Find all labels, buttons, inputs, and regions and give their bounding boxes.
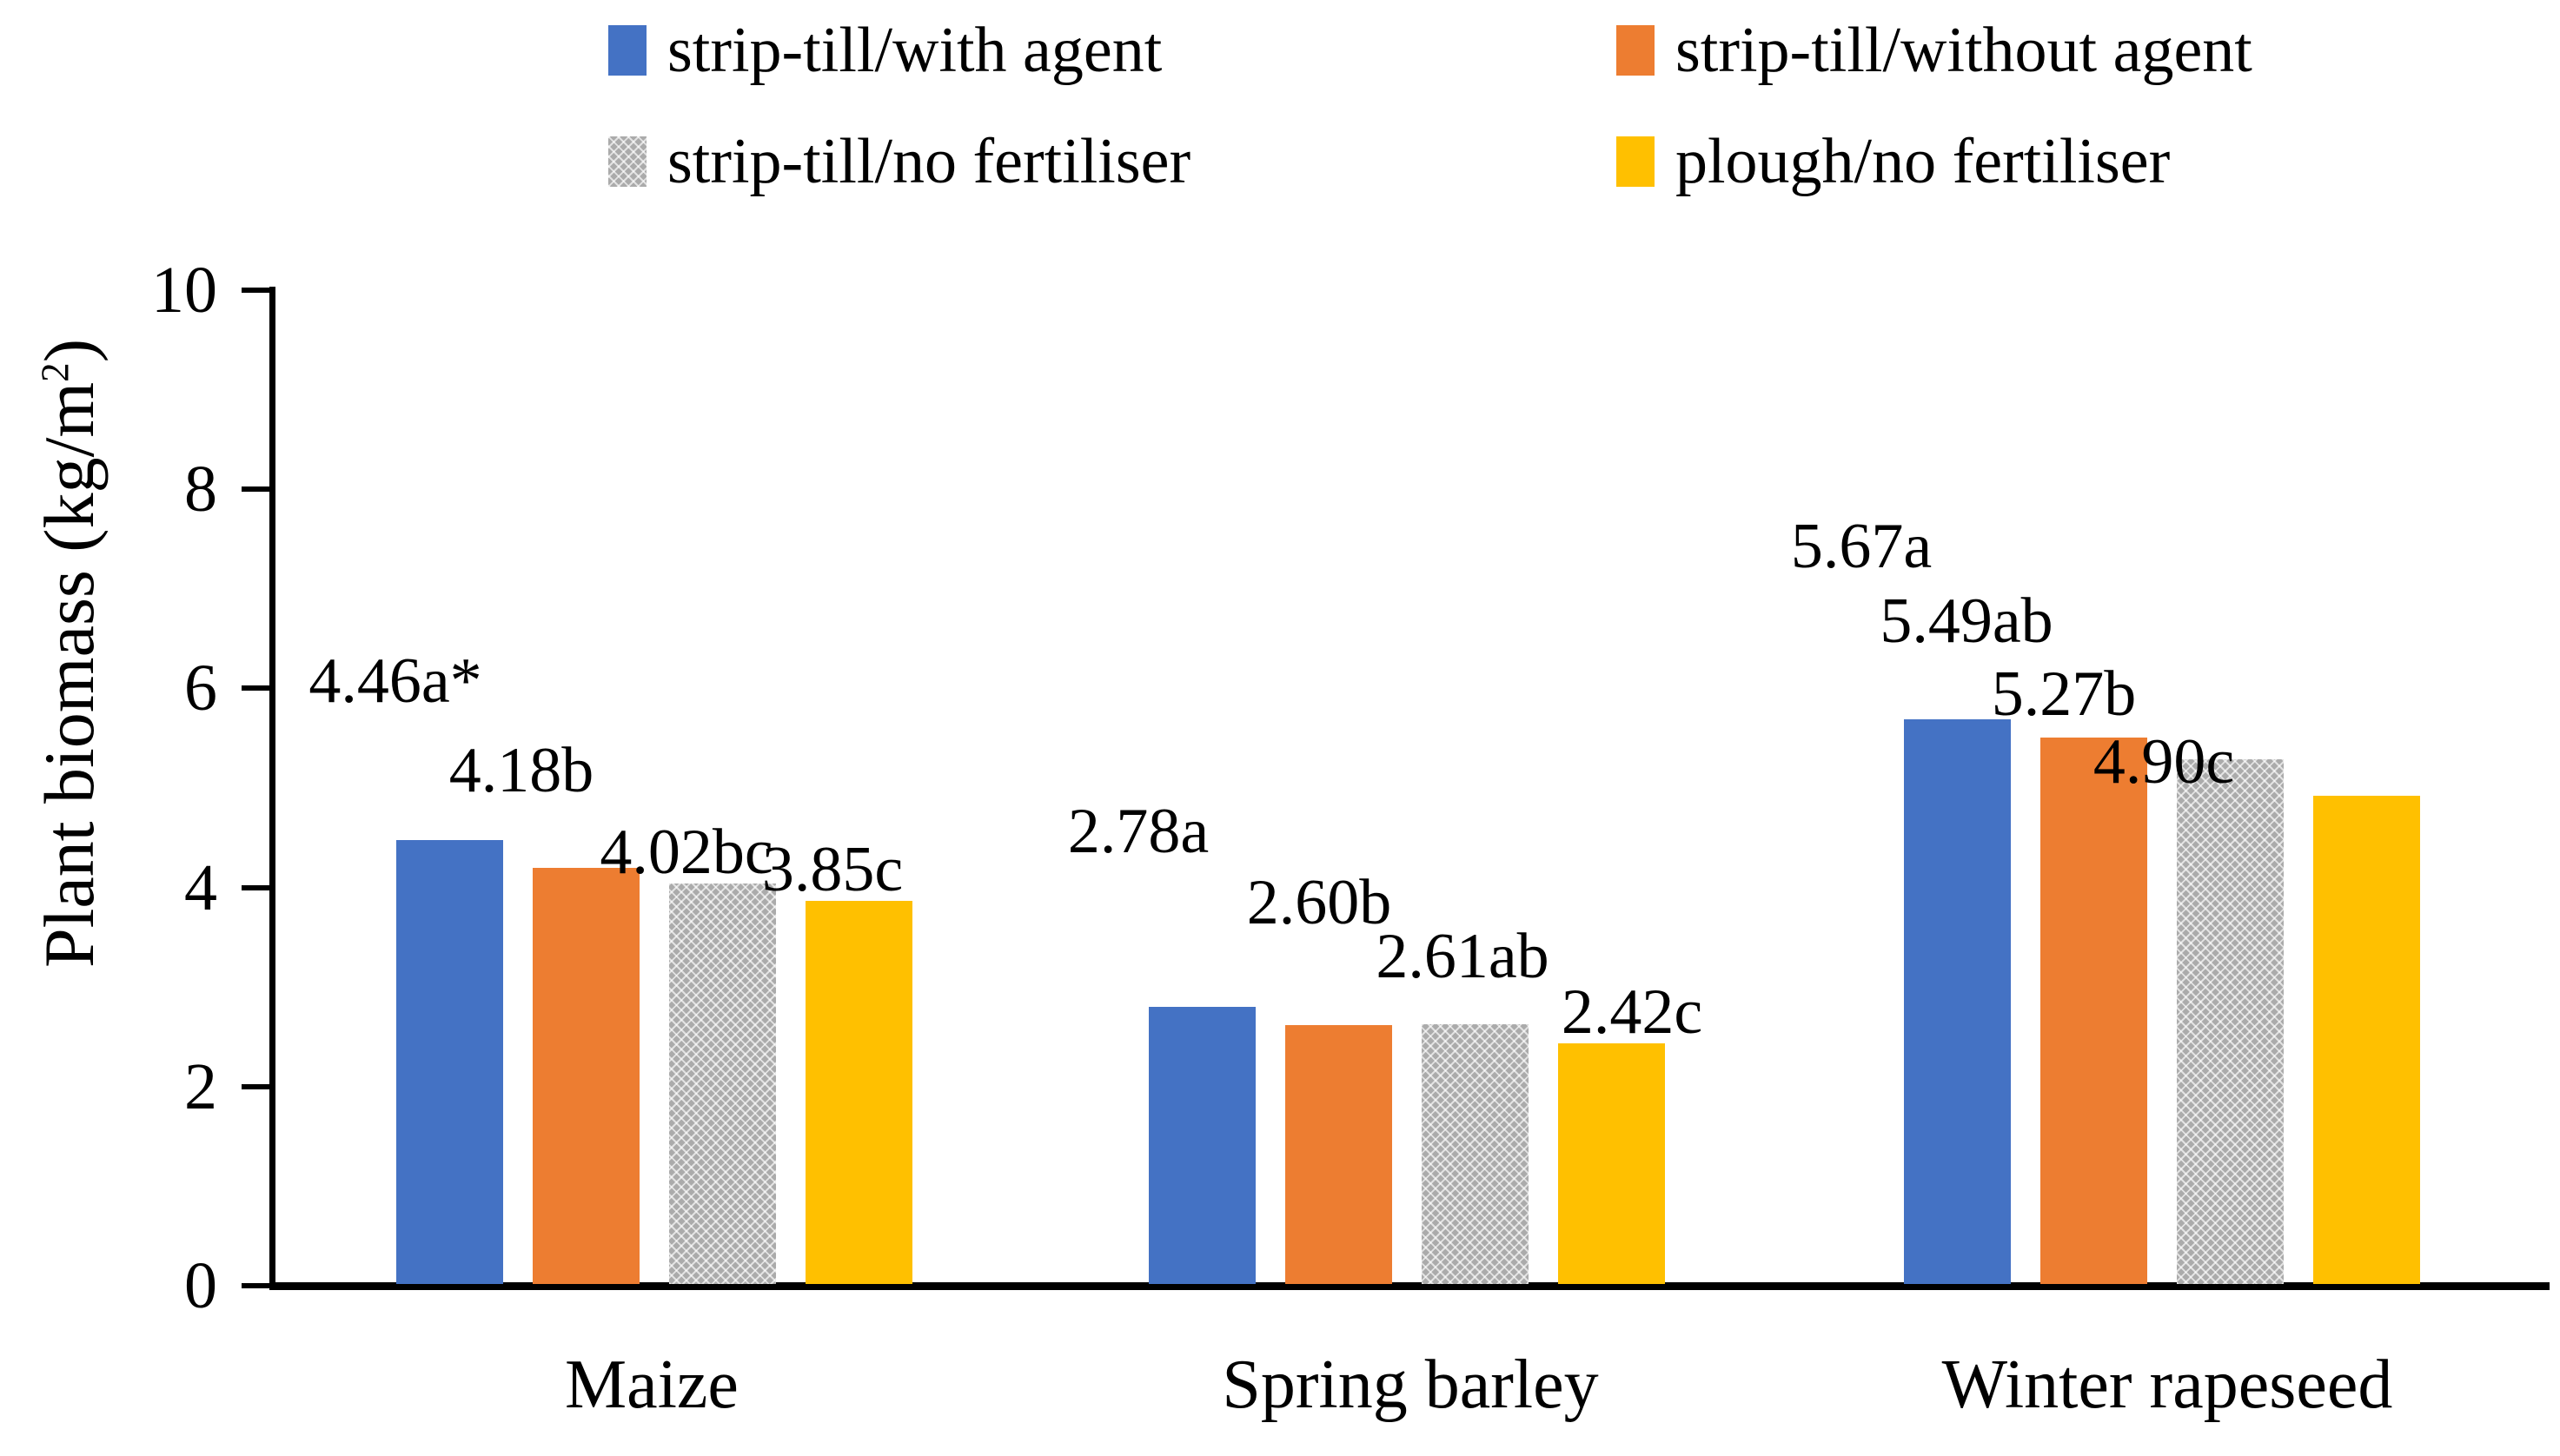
legend-label: strip-till/no fertiliser xyxy=(667,126,1191,197)
bar-value-label-strip-till-with-agent-spring-barley: 2.78a xyxy=(1067,796,1210,867)
bar-strip-till-no-fertiliser-winter-rapeseed xyxy=(2177,759,2284,1284)
legend-item-strip-till-without-agent: strip-till/without agent xyxy=(1616,17,2252,83)
bar-value-label-strip-till-with-agent-winter-rapeseed: 5.67a xyxy=(1790,511,1933,582)
bar-value-label-plough-no-fertiliser-maize: 3.85c xyxy=(761,834,904,905)
bar-plough-no-fertiliser-maize xyxy=(806,901,912,1284)
bar-value-label-strip-till-with-agent-maize: 4.46a* xyxy=(308,645,482,717)
y-tick-label: 2 xyxy=(184,1049,217,1123)
bar-value-label-plough-no-fertiliser-spring-barley: 2.42c xyxy=(1561,976,1703,1048)
bar-strip-till-without-agent-winter-rapeseed xyxy=(2040,738,2147,1284)
legend-swatch-strip-till-no-fertiliser xyxy=(608,136,647,187)
bar-value-label-strip-till-no-fertiliser-maize: 4.02bc xyxy=(600,817,773,888)
y-tick-label: 4 xyxy=(184,850,217,924)
legend-item-strip-till-no-fertiliser: strip-till/no fertiliser xyxy=(608,129,1190,195)
bar-strip-till-no-fertiliser-maize xyxy=(669,884,776,1284)
legend-swatch-strip-till-with-agent xyxy=(608,25,647,76)
y-tick-label: 10 xyxy=(151,254,217,327)
bar-strip-till-without-agent-spring-barley xyxy=(1285,1025,1392,1284)
y-tick-label: 0 xyxy=(184,1249,217,1322)
y-tick-mark xyxy=(242,486,269,493)
legend-label: strip-till/without agent xyxy=(1675,15,2252,86)
y-axis-title-close: ) xyxy=(30,338,109,363)
y-tick-mark xyxy=(242,685,269,692)
bar-strip-till-with-agent-maize xyxy=(396,840,503,1284)
y-tick-mark xyxy=(242,1283,269,1288)
y-tick-mark xyxy=(242,288,269,293)
y-tick-label: 8 xyxy=(184,453,217,526)
legend-label: strip-till/with agent xyxy=(667,15,1163,86)
bar-strip-till-without-agent-maize xyxy=(533,868,640,1284)
y-tick-mark xyxy=(242,1083,269,1089)
legend-label: plough/no fertiliser xyxy=(1675,126,2171,197)
category-label-maize: Maize xyxy=(565,1347,739,1423)
legend-item-strip-till-with-agent: strip-till/with agent xyxy=(608,17,1162,83)
bar-value-label-strip-till-no-fertiliser-spring-barley: 2.61ab xyxy=(1376,921,1549,992)
bar-strip-till-with-agent-winter-rapeseed xyxy=(1904,719,2011,1284)
x-axis-line xyxy=(269,1282,2550,1290)
bar-value-label-plough-no-fertiliser-winter-rapeseed: 4.90c xyxy=(2092,726,2235,797)
bar-value-label-strip-till-no-fertiliser-winter-rapeseed: 5.27b xyxy=(1991,659,2137,730)
legend-swatch-strip-till-without-agent xyxy=(1616,25,1655,76)
category-label-winter-rapeseed: Winter rapeseed xyxy=(1941,1347,2393,1423)
legend-swatch-plough-no-fertiliser xyxy=(1616,136,1655,187)
y-tick-mark xyxy=(242,884,269,890)
bar-value-label-strip-till-without-agent-maize: 4.18b xyxy=(448,735,594,806)
bar-value-label-strip-till-without-agent-winter-rapeseed: 5.49ab xyxy=(1880,586,2053,657)
legend-item-plough-no-fertiliser: plough/no fertiliser xyxy=(1616,129,2170,195)
y-axis-title-superscript: 2 xyxy=(33,362,77,382)
bar-plough-no-fertiliser-spring-barley xyxy=(1558,1043,1665,1284)
bar-strip-till-with-agent-spring-barley xyxy=(1149,1007,1256,1284)
y-axis-line xyxy=(269,287,275,1290)
y-tick-label: 6 xyxy=(184,652,217,725)
bar-plough-no-fertiliser-winter-rapeseed xyxy=(2313,796,2420,1284)
bar-value-label-strip-till-without-agent-spring-barley: 2.60b xyxy=(1246,867,1392,938)
category-label-spring-barley: Spring barley xyxy=(1222,1347,1599,1423)
bar-strip-till-no-fertiliser-spring-barley xyxy=(1422,1024,1529,1284)
